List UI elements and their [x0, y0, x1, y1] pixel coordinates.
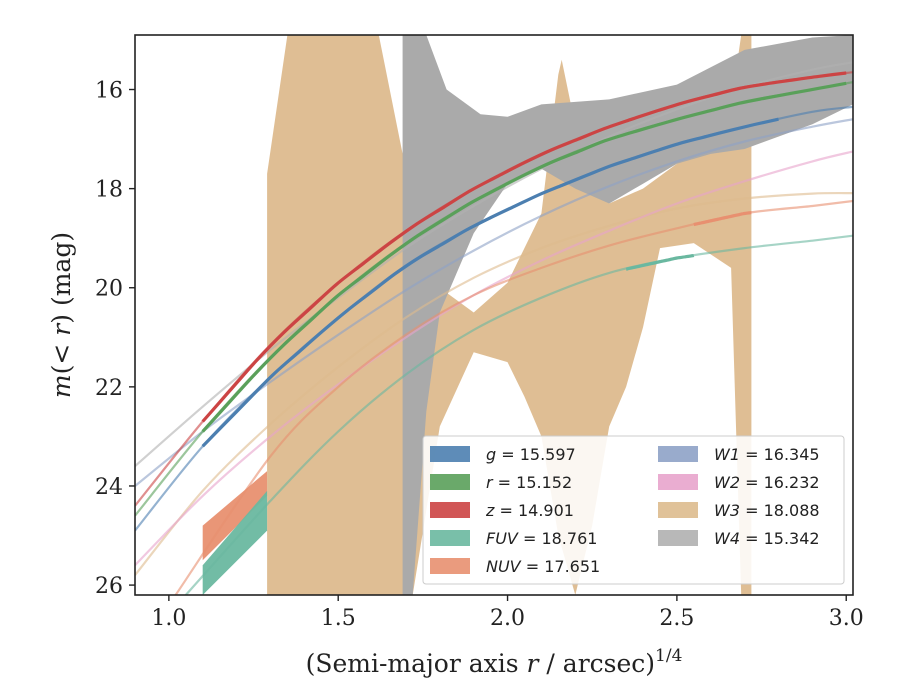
band-fuv [202, 490, 268, 595]
legend-label-r: r = 15.152 [486, 473, 572, 492]
data-fuv [625, 253, 695, 271]
data-nuv [693, 211, 752, 227]
data-r [201, 81, 847, 433]
plot-frame [134, 34, 854, 596]
legend-swatch-w4 [658, 530, 698, 546]
legend-label-w2: W2 = 16.232 [714, 473, 820, 492]
y-tick-label: 24 [95, 475, 123, 500]
legend-box [422, 435, 845, 585]
x-axis: 1.0 1.5 2.0 2.5 3.0 [151, 595, 864, 631]
y-tick-label: 16 [95, 79, 123, 104]
y-axis: 16 18 20 22 24 26 [95, 79, 135, 599]
x-tick-label: 2.5 [659, 606, 694, 631]
legend-swatch-w2 [658, 474, 698, 490]
x-tick-label: 1.5 [321, 606, 356, 631]
legend: g = 15.597 r = 15.152 z = 14.901 FUV = 18.7… [422, 435, 845, 585]
curve-w3 [135, 191, 853, 576]
curve-fuv [184, 234, 853, 595]
legend-label-w4: W4 = 15.342 [714, 529, 820, 548]
x-tick-label: 2.0 [490, 606, 525, 631]
band-nuv [202, 471, 268, 561]
x-tick-label: 1.0 [151, 606, 186, 631]
y-tick-label: 26 [95, 574, 123, 599]
model-curves [135, 61, 853, 595]
y-tick-label: 18 [95, 178, 123, 203]
data-z [201, 71, 847, 423]
legend-swatch-w1 [658, 446, 698, 462]
y-axis-title: m(< r) (mag) [47, 232, 76, 398]
legend-label-w1: W1 = 16.345 [714, 445, 820, 464]
legend-label-w3: W3 = 18.088 [714, 501, 820, 520]
data-g [201, 117, 779, 448]
legend-swatch-r [430, 474, 470, 490]
legend-label-g: g = 15.597 [486, 445, 576, 464]
y-tick-label: 22 [95, 376, 123, 401]
legend-swatch-fuv [430, 530, 470, 546]
legend-swatch-nuv [430, 558, 470, 574]
curve-w2 [135, 150, 853, 567]
y-tick-label: 20 [95, 277, 123, 302]
x-axis-title: (Semi-major axis r / arcsec)1/4 [306, 646, 683, 678]
band-w3 [267, 35, 752, 595]
x-tick-label: 3.0 [829, 606, 864, 631]
legend-label-z: z = 14.901 [485, 501, 574, 520]
band-w4 [402, 35, 853, 595]
legend-swatch-g [430, 446, 470, 462]
uncertainty-bands [202, 35, 853, 595]
legend-label-nuv: NUV = 17.651 [486, 557, 600, 576]
legend-swatch-z [430, 502, 470, 518]
legend-label-fuv: FUV = 18.761 [486, 529, 597, 548]
legend-swatch-w3 [658, 502, 698, 518]
